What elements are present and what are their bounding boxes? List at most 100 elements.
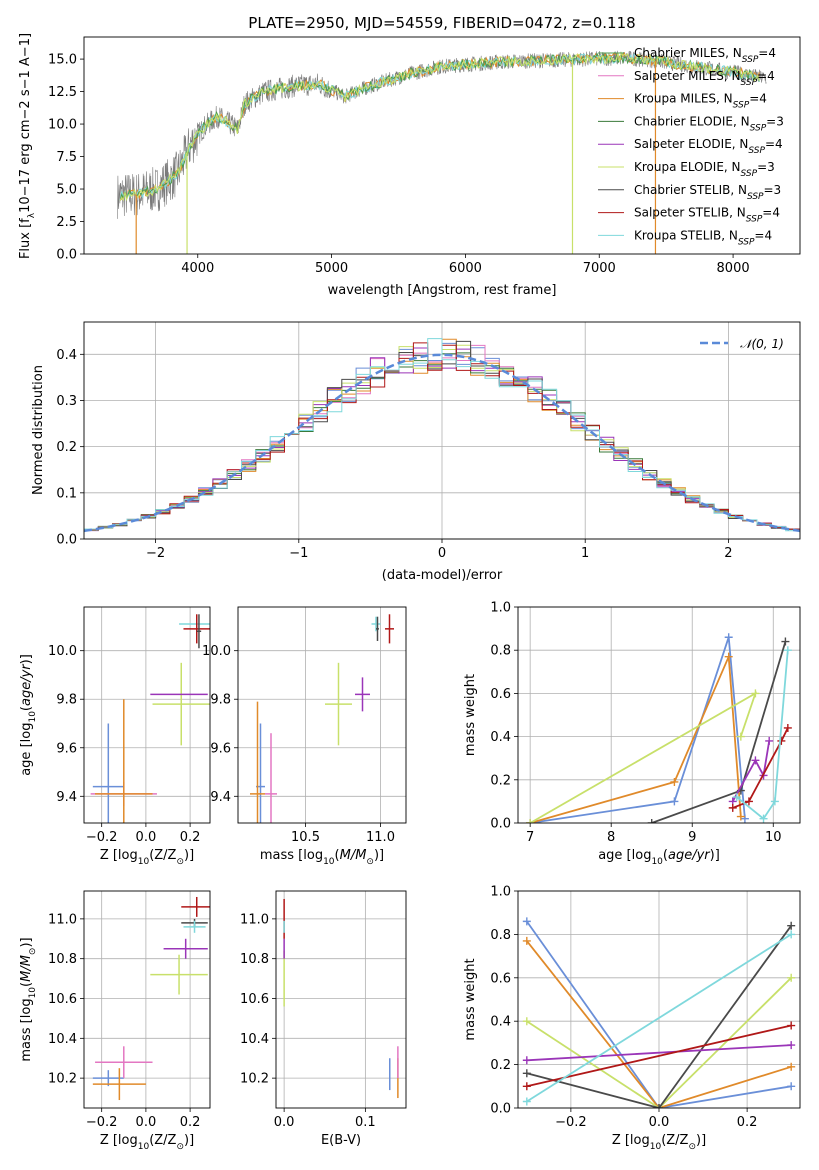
y-tick-label: 0.6 xyxy=(490,687,511,702)
y-tick-label: 0.2 xyxy=(490,1058,511,1073)
x-axis-label-part: Z [log xyxy=(100,1133,138,1148)
x-axis-label-part: ( xyxy=(663,848,668,863)
legend-entry-part: SSP xyxy=(742,55,759,65)
x-tick-label: 4000 xyxy=(181,261,214,276)
x-axis-label-part: age/yr xyxy=(668,848,711,863)
x-tick-label: 0.0 xyxy=(136,1115,157,1130)
x-tick-label: 2 xyxy=(724,546,732,561)
y-axis-label-part: −2 xyxy=(18,100,33,119)
legend-entry: 𝒩(0, 1) xyxy=(740,337,784,351)
spectrum-lines xyxy=(117,50,767,254)
y-tick-label: 9.8 xyxy=(56,693,77,708)
legend-entry-part: Salpeter STELIB, N xyxy=(634,206,746,220)
y-tick-label: 0.6 xyxy=(490,971,511,986)
y-tick-label: 10.6 xyxy=(48,992,77,1007)
errorbar-point xyxy=(183,920,206,933)
x-axis-label: age [log10(age/yr)] xyxy=(598,848,720,867)
y-axis-label-part: 10 xyxy=(28,711,38,723)
axes-frame xyxy=(517,606,801,824)
errorbar-point xyxy=(92,1068,146,1101)
axes-frame xyxy=(237,606,407,824)
legend-entry-part: =4 xyxy=(757,69,775,83)
y-tick-label: 0.2 xyxy=(490,773,511,788)
y-tick-label: 9.6 xyxy=(210,741,231,756)
weight-line xyxy=(529,656,742,823)
y-tick-label: 10.2 xyxy=(48,1072,77,1087)
plus-marker xyxy=(522,1017,531,1026)
axes-frame xyxy=(83,36,801,255)
x-tick-label: 7000 xyxy=(583,261,616,276)
errorbar-point xyxy=(385,614,394,644)
plus-marker xyxy=(736,732,745,741)
y-tick-label: 9.6 xyxy=(56,741,77,756)
errorbars xyxy=(90,614,210,823)
plus-marker xyxy=(732,793,741,802)
panel-age_vs_Z: −0.2 0.0 0.29.49.69.810.0Z [log10(Z/Z⊙)]ag… xyxy=(19,606,211,867)
y-axis-label-part: ( xyxy=(19,982,34,987)
y-axis-label: mass weight xyxy=(463,958,478,1040)
plus-marker xyxy=(777,736,786,745)
legend-entry: Chabrier ELODIE, NSSP=3 xyxy=(634,114,784,133)
weight-line xyxy=(526,1044,792,1062)
y-tick-label: 10.6 xyxy=(240,992,269,1007)
legend-entry-part: SSP xyxy=(750,123,767,133)
plus-marker xyxy=(787,1062,796,1071)
legend-entry-part: Salpeter ELODIE, N xyxy=(634,137,748,151)
axes-frame xyxy=(275,890,407,1109)
plus-marker xyxy=(783,723,792,732)
y-tick-label: 9.4 xyxy=(56,790,77,805)
y-axis-label-part: mass [log xyxy=(19,998,34,1061)
x-axis-label-part: mass [log xyxy=(260,848,323,863)
y-tick-label: 10.0 xyxy=(48,644,77,659)
y-axis-label-part: −17 xyxy=(18,165,33,197)
plus-marker xyxy=(787,930,796,939)
x-tick-label: −0.2 xyxy=(86,830,118,845)
y-axis-label: age [log10(age/yr)] xyxy=(19,654,38,776)
x-axis-label: E(B-V) xyxy=(321,1133,361,1148)
histograms xyxy=(84,338,800,533)
y-axis-label: mass [log10(M/M⊙)] xyxy=(19,937,38,1061)
legend-entry-part: SSP xyxy=(748,146,765,156)
plus-marker xyxy=(724,633,733,642)
legend-entry-part: =3 xyxy=(757,160,775,174)
y-tick-label: 1.0 xyxy=(490,885,511,900)
y-tick-label: 0.1 xyxy=(56,486,77,501)
y-axis-label-part: age [log xyxy=(19,723,34,776)
plus-marker xyxy=(751,756,760,765)
x-axis-label-part: )] xyxy=(710,848,720,863)
y-tick-label: 7.5 xyxy=(56,150,77,165)
legend-entry-part: Kroupa MILES, N xyxy=(634,92,733,106)
plus-marker xyxy=(787,1021,796,1030)
panel-residuals: −2 −1 0 1 2 0.0 0.1 0.2 0.3 0.4 (data-model)/error… xyxy=(31,321,801,583)
y-tick-label: 9.4 xyxy=(210,790,231,805)
plus-marker xyxy=(781,637,790,646)
x-tick-label: 0.2 xyxy=(737,1115,758,1130)
legend-entry-part: Salpeter MILES, N xyxy=(634,69,741,83)
axes-frame xyxy=(83,606,211,824)
gaussian-curve xyxy=(84,353,800,533)
errorbar-point xyxy=(265,733,277,823)
y-axis-label-part: Flux [f xyxy=(18,218,33,259)
x-tick-label: 0.1 xyxy=(355,1115,376,1130)
x-axis-label: (data-model)/error xyxy=(382,568,503,583)
plus-marker xyxy=(787,1041,796,1050)
y-tick-label: 0.4 xyxy=(490,1015,511,1030)
y-tick-label: 0.8 xyxy=(490,928,511,943)
x-axis-label-part: E(B-V) xyxy=(321,1133,361,1148)
errorbar-point xyxy=(150,954,208,995)
weight-line xyxy=(736,650,789,821)
model-spectrum xyxy=(119,51,760,202)
y-tick-label: 0.2 xyxy=(56,440,77,455)
legend-entry: Salpeter ELODIE, NSSP=4 xyxy=(634,137,783,156)
y-axis-label-part: 10 xyxy=(28,987,38,999)
errorbar-point xyxy=(92,723,124,823)
plus-marker xyxy=(751,689,760,698)
x-axis-label-part: 10 xyxy=(323,857,335,867)
errorbar-point xyxy=(152,662,210,746)
y-axis-label-part: ( xyxy=(19,706,34,711)
y-axis-label-part: −1 xyxy=(18,38,33,57)
errorbar-point xyxy=(196,614,202,649)
errorbar-point xyxy=(376,616,379,641)
x-axis-label-part: (Z/Z xyxy=(149,1133,176,1148)
legend-entry-part: SSP xyxy=(747,192,764,202)
